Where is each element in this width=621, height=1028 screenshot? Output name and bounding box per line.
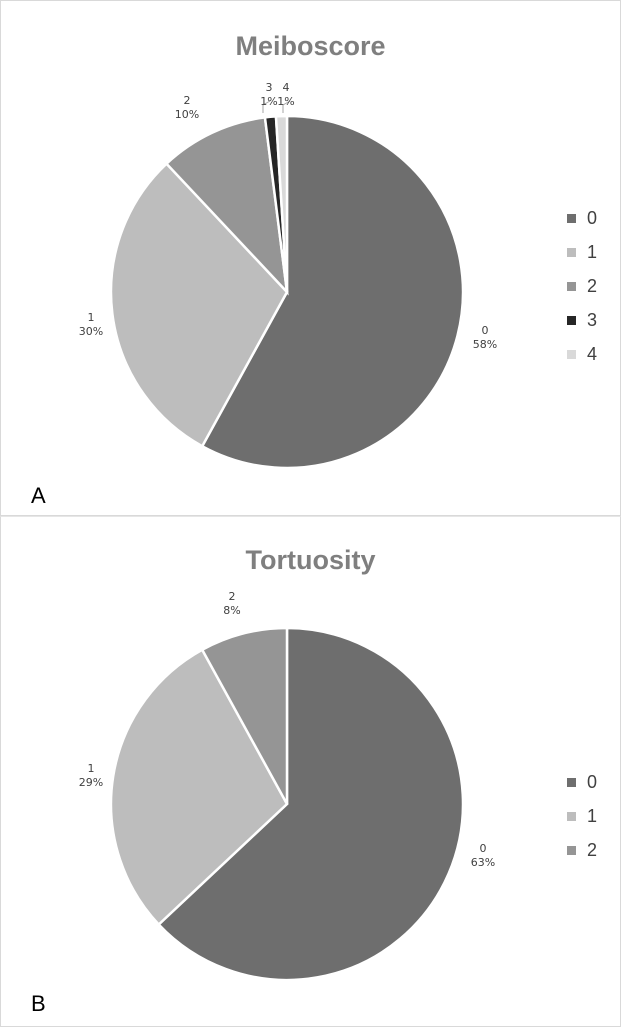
- panel-letter: B: [31, 991, 46, 1016]
- tortuosity-pie: 063% 129% 28%: [79, 590, 495, 982]
- legend-item: 4: [567, 337, 597, 371]
- slice-category-label: 1: [88, 311, 95, 324]
- legend-item: 1: [567, 799, 597, 833]
- pie-slice-4: [274, 114, 289, 293]
- leader-line: [282, 100, 291, 113]
- slice-category-label: 0: [480, 842, 487, 855]
- legend-label: 0: [587, 771, 598, 792]
- panel-letter: A: [31, 483, 46, 508]
- legend-swatch: [567, 811, 576, 821]
- chart-title: Meiboscore: [235, 31, 386, 61]
- legend-swatch: [567, 315, 576, 325]
- slice-value-label: 30%: [79, 325, 103, 338]
- pie-slice-1: [109, 161, 289, 448]
- leader-line: [262, 100, 271, 113]
- pie-slice-2: [164, 115, 289, 296]
- pie-slice-0: [200, 114, 465, 470]
- tortuosity-legend: 0 1 2: [567, 765, 597, 867]
- legend-swatch: [567, 247, 576, 257]
- slice-category-label: 2: [229, 590, 236, 603]
- legend-item: 1: [567, 235, 597, 269]
- legend-swatch: [567, 777, 576, 787]
- slice-value-label: 29%: [79, 776, 103, 789]
- legend-swatch: [567, 845, 576, 855]
- legend-label: 2: [587, 839, 598, 860]
- legend-swatch: [567, 281, 576, 291]
- legend-item: 2: [567, 833, 597, 867]
- pie-slice-0: [156, 626, 465, 982]
- slice-value-label: 8%: [223, 604, 240, 617]
- meiboscore-legend: 0 1 2 3 4: [567, 201, 597, 371]
- slice-category-label: 4: [283, 81, 290, 94]
- legend-label: 1: [587, 241, 598, 262]
- legend-item: 0: [567, 765, 597, 799]
- pie-slice-1: [109, 648, 289, 927]
- legend-item: 0: [567, 201, 597, 235]
- meiboscore-pie: 058%130%210%31%41%: [79, 81, 497, 470]
- slice-category-label: 1: [88, 762, 95, 775]
- pie-slice-2: [200, 626, 289, 805]
- slice-value-label: 10%: [175, 108, 199, 121]
- slice-value-label: 58%: [473, 338, 497, 351]
- legend-label: 1: [587, 805, 598, 826]
- slice-category-label: 0: [482, 324, 489, 337]
- slice-category-label: 2: [184, 94, 191, 107]
- legend-item: 2: [567, 269, 597, 303]
- legend-label: 0: [587, 207, 598, 228]
- slice-value-label: 1%: [277, 95, 294, 108]
- legend-label: 3: [587, 309, 598, 330]
- slice-category-label: 3: [266, 81, 273, 94]
- chart-title: Tortuosity: [245, 545, 376, 575]
- legend-swatch: [567, 213, 576, 223]
- slice-value-label: 63%: [471, 856, 495, 869]
- legend-label: 4: [587, 343, 598, 364]
- legend-swatch: [567, 349, 576, 359]
- legend-label: 2: [587, 275, 598, 296]
- slice-value-label: 1%: [260, 95, 277, 108]
- legend-item: 3: [567, 303, 597, 337]
